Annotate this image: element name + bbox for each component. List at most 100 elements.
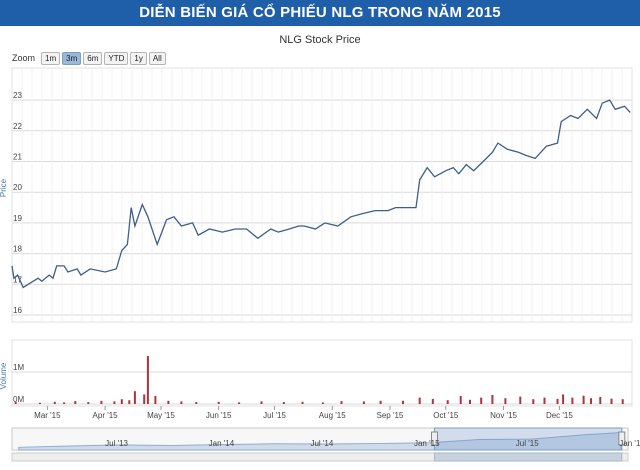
volume-bar	[469, 399, 471, 404]
volume-bar	[610, 398, 613, 404]
navigator-right-handle	[618, 431, 626, 446]
volume-bar	[402, 400, 404, 404]
navigator-x-tick-label: Jan '16	[619, 439, 640, 448]
volume-bars	[14, 356, 624, 404]
navigator-x-tick-label: Jul '14	[310, 439, 333, 448]
banner-title: DIỄN BIẾN GIÁ CỔ PHIẾU NLG TRONG NĂM 201…	[0, 0, 640, 26]
volume-bar	[491, 395, 494, 404]
volume-bar	[217, 401, 220, 404]
volume-bar	[87, 402, 90, 404]
price-axis-title: Price	[0, 178, 8, 197]
price-vertical-grid	[21, 68, 623, 322]
zoom-ytd-button[interactable]: YTD	[104, 51, 129, 65]
volume-bar	[418, 397, 421, 404]
volume-bar	[74, 401, 77, 404]
volume-bar	[133, 391, 136, 404]
volume-axis-title: Volume	[0, 362, 8, 389]
volume-bar	[301, 401, 304, 404]
volume-bar	[379, 400, 382, 404]
chart-title: NLG Stock Price	[279, 34, 361, 46]
navigator-x-ticks: Jul '13 Jan '14 Jul '14 Jan '15 Jul '15 Jan '…	[105, 439, 640, 448]
volume-bar	[480, 397, 483, 404]
volume-bar	[154, 396, 157, 404]
navigator-x-tick-label: Jan '14	[209, 439, 235, 448]
zoom-3m-button[interactable]: 3m	[62, 51, 82, 65]
x-tick-label: Aug '15	[319, 411, 346, 420]
volume-bar	[38, 402, 41, 404]
volume-bar	[14, 402, 17, 404]
volume-bar	[590, 398, 592, 404]
zoom-all-button[interactable]: All	[148, 51, 166, 65]
price-y-tick-label: 19	[13, 214, 22, 223]
volume-bar	[238, 402, 241, 404]
volume-bar	[120, 399, 123, 404]
navigator-x-tick-label: Jan '15	[414, 439, 440, 448]
x-tick-label: Jul '15	[263, 411, 286, 420]
x-tick-label: Sep '15	[377, 411, 404, 420]
volume-panel	[11, 339, 633, 407]
price-y-tick-label: 22	[13, 122, 22, 131]
volume-bar	[282, 402, 285, 404]
x-axis-ticks: Mar '15 Apr '15 May '15 Jun '15 Jul '15 Aug '…	[34, 406, 573, 420]
navigator-x-tick-label: Jul '13	[105, 439, 128, 448]
volume-bar	[113, 401, 116, 404]
zoom-1m-button[interactable]: 1m	[41, 51, 61, 65]
volume-plot-bg	[11, 339, 633, 407]
volume-bar	[63, 402, 66, 404]
volume-bar	[143, 394, 146, 404]
volume-bar	[340, 401, 343, 404]
volume-bar	[195, 402, 198, 404]
volume-bar	[167, 400, 170, 404]
navigator-x-tick-label: Jul '15	[516, 439, 539, 448]
price-y-tick-label: 21	[13, 153, 22, 162]
volume-bar	[100, 400, 103, 404]
volume-bar	[519, 396, 522, 404]
volume-bar	[260, 401, 263, 404]
price-line	[11, 99, 631, 289]
volume-bar	[582, 395, 585, 404]
volume-bar	[446, 400, 449, 404]
volume-bar	[621, 399, 624, 404]
scrollbar-thumb	[433, 452, 623, 462]
volume-y-ticks: 1M 0M	[13, 363, 24, 404]
zoom-1y-button[interactable]: 1y	[130, 51, 147, 65]
x-tick-label: Dec '15	[546, 411, 573, 420]
navigator-left-handle	[430, 431, 438, 446]
volume-bar	[543, 397, 546, 404]
price-y-tick-label: 16	[13, 306, 22, 315]
volume-bar	[599, 397, 602, 404]
price-y-ticks: 16 17 18 19 20 21 22 23	[13, 91, 22, 315]
volume-bar	[556, 398, 559, 404]
volume-bar	[362, 401, 365, 404]
volume-bar	[562, 394, 565, 404]
volume-bar	[128, 400, 131, 404]
price-y-tick-label: 18	[13, 245, 22, 254]
x-tick-label: Jun '15	[206, 411, 232, 420]
navigator[interactable]	[11, 427, 629, 451]
x-tick-label: May '15	[147, 411, 175, 420]
zoom-label: Zoom	[12, 53, 36, 63]
navigator-scrollbar[interactable]	[11, 452, 629, 462]
navigator-area	[18, 431, 622, 451]
volume-bar	[459, 396, 462, 404]
x-tick-label: Mar '15	[34, 411, 61, 420]
price-y-tick-label: 17	[13, 275, 22, 284]
volume-y-tick-label: 0M	[13, 395, 24, 404]
volume-bar	[532, 399, 535, 404]
volume-y-tick-label: 1M	[13, 363, 24, 372]
price-grid	[11, 67, 633, 323]
volume-bar	[431, 398, 434, 404]
x-tick-label: Nov '15	[490, 411, 517, 420]
x-tick-label: Oct '15	[433, 411, 459, 420]
price-y-tick-label: 23	[13, 91, 22, 100]
volume-bar	[504, 398, 507, 404]
volume-bar	[53, 401, 56, 404]
zoom-6m-button[interactable]: 6m	[83, 51, 103, 65]
scrollbar-track	[11, 452, 629, 462]
x-tick-label: Apr '15	[93, 411, 119, 420]
volume-bar	[571, 397, 574, 404]
price-y-tick-label: 20	[13, 183, 22, 192]
volume-bar	[146, 356, 149, 404]
zoom-bar: Zoom 1m 3m 6m YTD 1y All	[12, 51, 168, 65]
